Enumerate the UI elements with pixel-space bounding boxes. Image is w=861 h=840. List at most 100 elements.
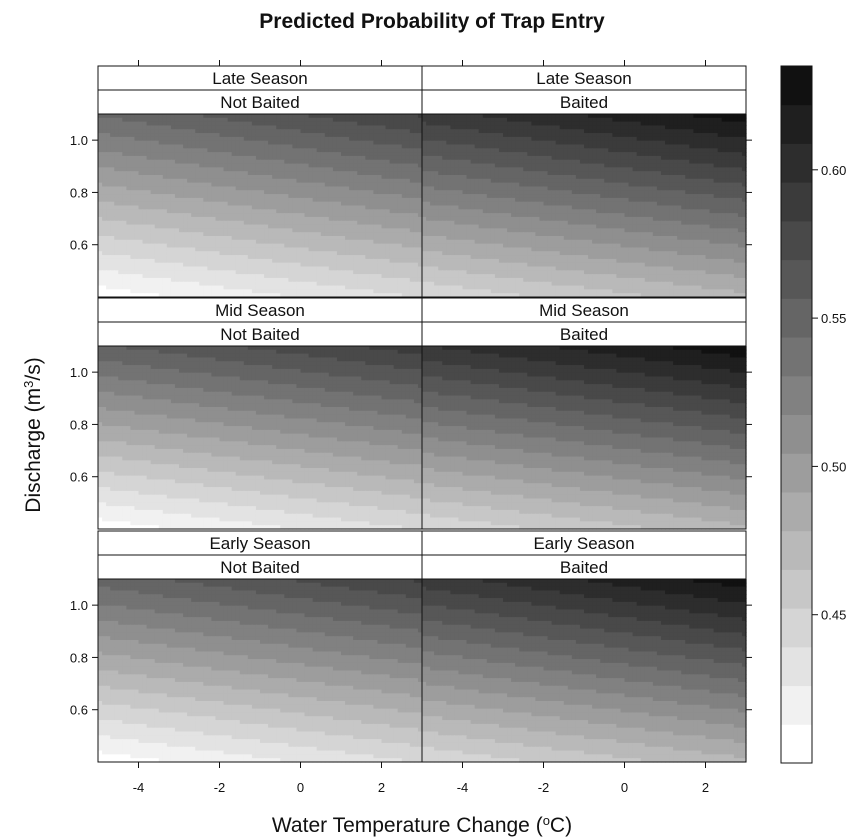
heatmap-cell (337, 228, 342, 232)
heatmap-cell (276, 156, 281, 160)
heatmap-cell (191, 202, 196, 206)
heatmap-cell (483, 160, 488, 164)
heatmap-cell (118, 251, 123, 255)
heatmap-cell (187, 251, 192, 255)
heatmap-cell (130, 267, 135, 271)
heatmap-cell (288, 164, 293, 168)
heatmap-cell (398, 228, 403, 232)
heatmap-cell (179, 206, 184, 210)
heatmap-cell (244, 240, 249, 244)
heatmap-cell (236, 202, 241, 206)
heatmap-cell (236, 156, 241, 160)
heatmap-cell (301, 213, 306, 217)
heatmap-cell (321, 274, 326, 278)
heatmap-cell (143, 228, 148, 232)
heatmap-cell (353, 206, 358, 210)
heatmap-cell (608, 141, 613, 145)
heatmap-cell (288, 232, 293, 236)
heatmap-cell (527, 122, 532, 126)
heatmap-cell (406, 152, 411, 156)
heatmap-cell (373, 194, 378, 198)
heatmap-cell (325, 240, 330, 244)
heatmap-cell (373, 145, 378, 149)
heatmap-cell (280, 183, 285, 187)
heatmap-cell (714, 125, 719, 129)
heatmap-cell (296, 217, 301, 221)
heatmap-cell (211, 125, 216, 129)
heatmap-cell (264, 190, 269, 194)
heatmap-cell (361, 247, 366, 251)
heatmap-cell (134, 171, 139, 175)
heatmap-cell (317, 190, 322, 194)
heatmap-cell (118, 125, 123, 129)
heatmap-cell (365, 244, 370, 248)
heatmap-cell (414, 198, 419, 202)
heatmap-cell (495, 156, 500, 160)
heatmap-cell (519, 122, 524, 126)
heatmap-cell (629, 152, 634, 156)
heatmap-cell (98, 289, 103, 293)
heatmap-cell (179, 148, 184, 152)
heatmap-cell (130, 194, 135, 198)
heatmap-cell (296, 194, 301, 198)
heatmap-cell (256, 133, 261, 137)
heatmap-cell (329, 236, 334, 240)
heatmap-cell (349, 263, 354, 267)
heatmap-cell (442, 137, 447, 141)
heatmap-cell (106, 133, 111, 137)
heatmap-cell (98, 251, 103, 255)
heatmap-cell (252, 194, 257, 198)
heatmap-cell (305, 183, 310, 187)
heatmap-cell (718, 114, 723, 118)
heatmap-cell (552, 148, 557, 152)
heatmap-cell (106, 164, 111, 168)
heatmap-cell (390, 232, 395, 236)
heatmap-cell (191, 114, 196, 118)
heatmap-cell (382, 167, 387, 171)
heatmap-cell (669, 141, 674, 145)
heatmap-cell (519, 137, 524, 141)
heatmap-cell (288, 145, 293, 149)
heatmap-cell (491, 156, 496, 160)
heatmap-cell (361, 232, 366, 236)
heatmap-cell (102, 225, 107, 229)
heatmap-cell (264, 175, 269, 179)
heatmap-cell (276, 244, 281, 248)
heatmap-cell (228, 217, 233, 221)
heatmap-cell (292, 244, 297, 248)
heatmap-cell (228, 221, 233, 225)
heatmap-cell (430, 164, 435, 168)
heatmap-cell (199, 240, 204, 244)
heatmap-cell (126, 129, 131, 133)
heatmap-cell (365, 122, 370, 126)
heatmap-cell (398, 186, 403, 190)
strip-season-label: Late Season (536, 69, 631, 88)
heatmap-cell (203, 145, 208, 149)
heatmap-cell (693, 148, 698, 152)
heatmap-cell (280, 286, 285, 290)
heatmap-cell (539, 118, 544, 122)
heatmap-cell (365, 274, 370, 278)
heatmap-cell (714, 164, 719, 168)
heatmap-cell (106, 186, 111, 190)
heatmap-cell (669, 122, 674, 126)
heatmap-cell (151, 247, 156, 251)
heatmap-cell (114, 190, 119, 194)
heatmap-cell (402, 286, 407, 290)
heatmap-cell (479, 160, 484, 164)
heatmap-cell (333, 171, 338, 175)
heatmap-cell (369, 263, 374, 267)
heatmap-cell (527, 160, 532, 164)
heatmap-cell (248, 213, 253, 217)
heatmap-cell (467, 125, 472, 129)
heatmap-cell (167, 228, 172, 232)
heatmap-cell (438, 156, 443, 160)
heatmap-cell (576, 152, 581, 156)
heatmap-cell (171, 175, 176, 179)
heatmap-cell (531, 152, 536, 156)
heatmap-cell (159, 247, 164, 251)
heatmap-cell (373, 171, 378, 175)
heatmap-cell (669, 118, 674, 122)
heatmap-cell (410, 286, 415, 290)
heatmap-cell (256, 141, 261, 145)
